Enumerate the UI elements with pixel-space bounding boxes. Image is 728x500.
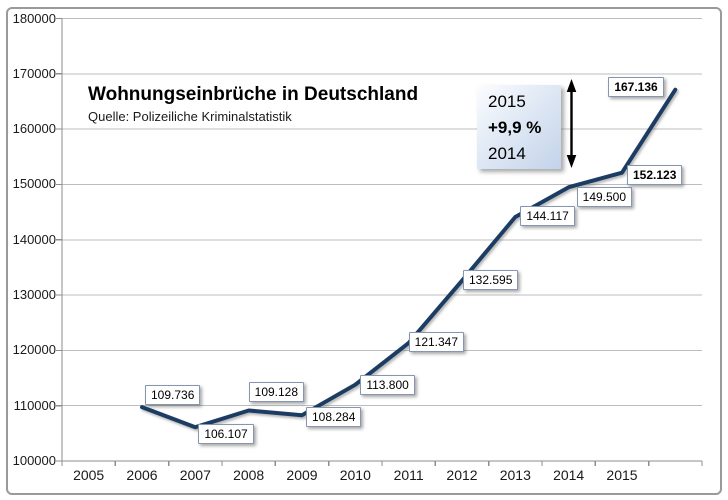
data-label: 121.347: [408, 331, 465, 352]
x-axis-label: 2012: [446, 467, 478, 483]
data-label: 152.123: [627, 164, 683, 185]
x-axis-label: 2006: [126, 467, 158, 483]
y-axis-label: 160000: [12, 121, 56, 137]
data-label: 113.800: [360, 374, 415, 395]
data-label: 144.117: [520, 205, 575, 226]
arrow-head-up: [566, 79, 577, 92]
x-axis-label: 2014: [553, 467, 585, 483]
y-axis-label: 180000: [12, 10, 56, 26]
data-label: 132.595: [463, 269, 519, 290]
chart-border-frame: [6, 7, 722, 495]
arrow-head-down: [566, 155, 577, 168]
x-axis-label: 2011: [393, 467, 424, 483]
y-axis-label: 110000: [13, 397, 56, 413]
y-axis-label: 120000: [12, 342, 56, 358]
data-label: 167.136: [608, 76, 664, 97]
y-axis-label: 170000: [12, 65, 56, 81]
y-axis-label: 130000: [12, 287, 56, 303]
annotation-box: 2015 +9,9 % 2014: [477, 85, 561, 169]
y-axis-label: 100000: [12, 453, 56, 468]
data-label: 106.107: [198, 424, 254, 445]
data-label: 149.500: [576, 187, 633, 208]
annotation-year-top: 2015: [488, 92, 526, 111]
data-label: 109.736: [145, 385, 201, 406]
x-axis-label: 2015: [606, 467, 638, 483]
x-axis-label: 2005: [73, 467, 105, 483]
data-label: 109.128: [248, 381, 305, 402]
data-label: 108.284: [306, 407, 362, 428]
annotation-delta: +9,9 %: [488, 118, 542, 137]
chart-title: Wohnungseinbrüche in Deutschland: [88, 84, 419, 105]
x-axis-label: 2013: [499, 467, 531, 483]
y-axis-label: 140000: [12, 231, 56, 247]
y-axis-label: 150000: [12, 176, 56, 192]
chart-source: Quelle: Polizeiliche Kriminalstatistik: [88, 109, 292, 124]
x-axis-label: 2010: [339, 467, 371, 483]
x-axis-label: 2008: [233, 467, 265, 483]
annotation-year-bottom: 2014: [488, 144, 526, 163]
x-axis-label: 2009: [286, 467, 318, 483]
x-axis-label: 2007: [179, 467, 211, 483]
